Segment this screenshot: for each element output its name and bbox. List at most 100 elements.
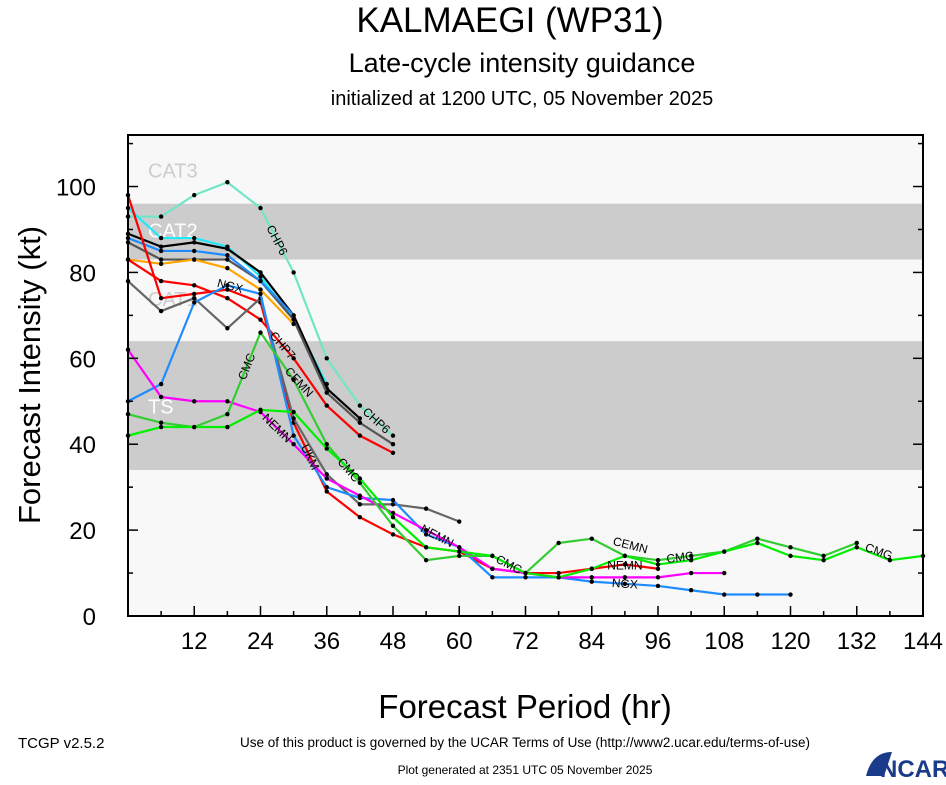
data-point xyxy=(688,570,694,576)
x-tick-label: 12 xyxy=(181,628,208,655)
data-point xyxy=(324,484,329,490)
y-tick-label: 40 xyxy=(69,432,96,459)
data-point xyxy=(258,291,263,297)
data-point xyxy=(490,553,495,559)
data-point xyxy=(225,399,230,404)
data-point xyxy=(291,356,296,361)
data-point xyxy=(192,295,197,301)
data-point xyxy=(158,308,164,314)
data-point xyxy=(556,575,561,580)
data-point xyxy=(225,253,230,258)
x-tick-label: 108 xyxy=(704,628,744,655)
data-point xyxy=(192,248,197,254)
data-point xyxy=(324,356,329,361)
data-point xyxy=(589,579,594,584)
data-point xyxy=(158,394,164,400)
data-point xyxy=(192,424,197,430)
data-point xyxy=(225,246,230,252)
data-point xyxy=(258,278,263,284)
data-point xyxy=(655,575,661,580)
data-point xyxy=(490,575,495,580)
data-point xyxy=(324,476,329,481)
series-label-nemn: NEMN xyxy=(607,558,642,572)
data-point xyxy=(390,510,396,516)
data-point xyxy=(390,497,396,503)
series-line-blue xyxy=(127,237,295,317)
data-point xyxy=(225,283,230,288)
chart-title: KALMAEGI (WP31) xyxy=(356,1,663,40)
data-point xyxy=(225,326,230,331)
data-point xyxy=(390,502,396,507)
x-tick-label: 96 xyxy=(645,628,672,655)
data-point xyxy=(357,420,363,425)
data-point xyxy=(457,519,462,524)
series-label-cmc: CMC xyxy=(666,549,695,566)
data-point xyxy=(523,575,528,580)
data-point xyxy=(457,549,462,554)
series-line-orange xyxy=(127,258,295,325)
data-point xyxy=(192,235,197,241)
data-point xyxy=(357,515,363,520)
data-point xyxy=(887,557,893,563)
data-point xyxy=(722,570,727,576)
data-point xyxy=(225,180,230,185)
band-cat2 xyxy=(128,203,923,260)
data-point xyxy=(225,411,230,417)
y-tick-label: 60 xyxy=(69,346,96,373)
x-tick-label: 144 xyxy=(903,628,943,655)
data-point xyxy=(291,416,296,421)
x-tick-label: 120 xyxy=(770,628,810,655)
data-point xyxy=(324,390,329,395)
data-point xyxy=(390,433,396,438)
data-point xyxy=(324,442,329,447)
data-point xyxy=(357,403,363,408)
data-point xyxy=(158,244,164,249)
series-label-ngx: NGX xyxy=(611,576,638,592)
x-tick-label: 132 xyxy=(837,628,877,655)
x-tick-label: 36 xyxy=(313,628,340,655)
data-point xyxy=(589,575,594,580)
data-point xyxy=(357,502,363,507)
data-point xyxy=(755,536,760,541)
band-cat3 xyxy=(128,135,923,204)
data-point xyxy=(755,540,760,546)
data-point xyxy=(258,205,263,211)
chart-subtitle: Late-cycle intensity guidance xyxy=(349,48,696,78)
data-point xyxy=(225,424,230,430)
data-point xyxy=(192,283,197,288)
data-point xyxy=(622,581,628,586)
data-point xyxy=(324,403,329,408)
data-point xyxy=(556,570,561,576)
data-point xyxy=(357,493,363,498)
data-point xyxy=(854,540,859,546)
x-tick-label: 24 xyxy=(247,628,274,655)
data-point xyxy=(291,377,296,382)
data-point xyxy=(258,317,263,322)
data-point xyxy=(788,545,793,550)
data-point xyxy=(158,261,164,267)
data-point xyxy=(258,330,263,335)
data-point xyxy=(258,287,263,292)
band-ts xyxy=(128,341,923,470)
y-tick-label: 20 xyxy=(69,518,96,545)
y-tick-label: 80 xyxy=(69,260,96,287)
data-point xyxy=(821,553,826,559)
y-axis-label: Forecast Intensity (kt) xyxy=(12,226,47,524)
data-point xyxy=(291,317,296,322)
data-point xyxy=(192,192,197,198)
data-point xyxy=(423,557,429,563)
data-point xyxy=(291,313,296,318)
data-point xyxy=(854,545,859,550)
data-point xyxy=(357,416,363,421)
data-point xyxy=(622,553,628,559)
data-point xyxy=(158,257,164,262)
ncar-logo-mark xyxy=(866,752,892,776)
x-tick-label: 84 xyxy=(578,628,605,655)
band-label-ts: TS xyxy=(148,397,174,419)
data-point xyxy=(324,446,329,451)
data-point xyxy=(158,248,164,254)
data-point xyxy=(688,553,694,559)
data-point xyxy=(158,381,164,387)
data-point xyxy=(158,278,164,284)
data-point xyxy=(324,472,329,477)
